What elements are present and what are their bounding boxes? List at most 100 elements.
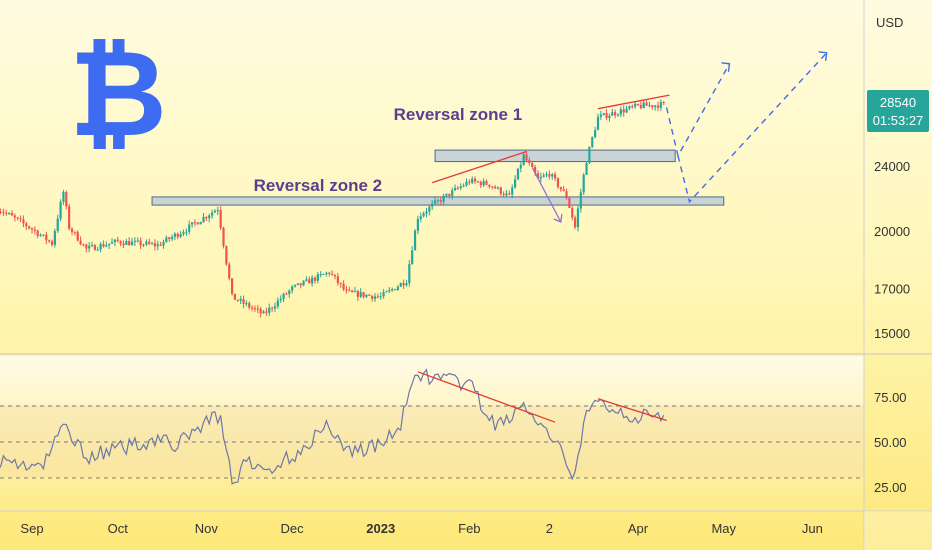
reversal-zone-1[interactable] bbox=[434, 149, 676, 163]
rsi-line bbox=[0, 368, 665, 485]
candle-body bbox=[173, 233, 177, 237]
candle-body bbox=[396, 286, 399, 291]
candle-body bbox=[245, 303, 248, 305]
candle-body bbox=[128, 241, 131, 246]
price-tick-label: 17000 bbox=[874, 282, 910, 297]
candle-body bbox=[216, 210, 219, 212]
candle-body bbox=[165, 237, 168, 242]
time-tick-label: Apr bbox=[628, 521, 649, 536]
rsi-axis[interactable]: 75.00 50.00 25.00 bbox=[874, 390, 907, 495]
bitcoin-logo-icon: ₿ bbox=[69, 25, 167, 164]
candle-body bbox=[156, 244, 159, 247]
candle-body bbox=[616, 114, 620, 116]
candle-body bbox=[542, 175, 545, 177]
rsi-line-layer bbox=[0, 368, 665, 485]
candle-body bbox=[99, 244, 102, 250]
candle-body bbox=[76, 231, 79, 241]
candle-body bbox=[482, 180, 485, 186]
rsi-trendline-2[interactable] bbox=[597, 398, 667, 422]
candle-body bbox=[299, 283, 302, 286]
candle-body bbox=[485, 180, 488, 185]
candle-body bbox=[302, 280, 305, 286]
price-tick-label: 20000 bbox=[874, 224, 910, 239]
decline-arrow-head bbox=[553, 213, 563, 223]
candle-body bbox=[439, 200, 442, 202]
time-tick-label: 2 bbox=[546, 521, 553, 536]
candle-body bbox=[528, 160, 531, 164]
candle-body bbox=[133, 240, 137, 242]
candle-body bbox=[208, 215, 211, 219]
candle-body bbox=[651, 105, 654, 108]
candle-body bbox=[170, 236, 174, 240]
candle-body bbox=[73, 231, 76, 233]
candle-body bbox=[322, 274, 325, 276]
candle-body bbox=[399, 283, 402, 287]
trendline-feb[interactable] bbox=[431, 150, 527, 184]
candle-body bbox=[353, 290, 357, 293]
candle-body bbox=[522, 154, 525, 165]
candle-body bbox=[253, 308, 257, 310]
candle-body bbox=[193, 222, 197, 224]
candle-body bbox=[136, 240, 139, 242]
candle-body bbox=[648, 105, 651, 107]
candle-body bbox=[110, 242, 114, 244]
candle-body bbox=[591, 137, 594, 147]
candle-body bbox=[499, 187, 502, 194]
candle-body bbox=[453, 187, 457, 191]
candle-body bbox=[82, 244, 85, 246]
candle-body bbox=[291, 286, 294, 291]
rsi-reference-lines bbox=[0, 405, 864, 479]
decline-arrow bbox=[531, 167, 562, 223]
candle-body bbox=[8, 213, 11, 215]
candle-body bbox=[611, 112, 614, 116]
candle-body bbox=[342, 283, 345, 290]
candle-body bbox=[213, 210, 217, 213]
candle-body bbox=[282, 293, 285, 300]
candle-body bbox=[142, 244, 145, 246]
candle-body bbox=[496, 187, 500, 189]
corner-box bbox=[864, 511, 932, 550]
candle-body bbox=[425, 211, 428, 214]
price-axis[interactable]: USD 24000 20000 17000 15000 bbox=[874, 15, 910, 341]
candle-body bbox=[456, 187, 460, 189]
time-axis[interactable]: Sep Oct Nov Dec 2023 Feb 2 Apr May Jun bbox=[20, 521, 822, 536]
trendlines-layer bbox=[431, 94, 670, 223]
projection-path-2[interactable] bbox=[677, 52, 828, 204]
candle-body bbox=[285, 293, 288, 295]
candle-body bbox=[65, 192, 68, 207]
candle-body bbox=[433, 200, 437, 204]
candle-body bbox=[271, 307, 274, 309]
candle-body bbox=[148, 241, 151, 244]
candle-body bbox=[476, 181, 480, 183]
candle-body bbox=[316, 274, 319, 281]
candle-body bbox=[619, 109, 622, 115]
candle-body bbox=[596, 116, 600, 131]
candle-body bbox=[548, 174, 551, 177]
candle-body bbox=[210, 212, 214, 216]
candle-body bbox=[422, 213, 425, 217]
time-tick-label: Jun bbox=[802, 521, 823, 536]
candle-body bbox=[519, 164, 522, 169]
candle-body bbox=[273, 306, 277, 309]
candle-body bbox=[636, 103, 640, 106]
candle-body bbox=[531, 163, 534, 167]
candle-body bbox=[79, 240, 82, 245]
projection-arrow-head-1 bbox=[721, 62, 731, 72]
candle-body bbox=[182, 232, 185, 235]
candle-body bbox=[393, 289, 397, 291]
candle-body bbox=[288, 290, 291, 295]
candle-body bbox=[645, 102, 648, 106]
candle-body bbox=[205, 216, 208, 219]
projection-arrow-head-2 bbox=[818, 51, 828, 61]
candle-body bbox=[48, 240, 51, 242]
candle-body bbox=[642, 102, 645, 109]
candle-body bbox=[551, 174, 554, 177]
candle-body bbox=[199, 222, 202, 225]
candle-body bbox=[556, 178, 560, 187]
candle-body bbox=[539, 176, 542, 179]
trendline-apr[interactable] bbox=[597, 94, 670, 110]
candle-body bbox=[313, 277, 317, 281]
candle-body bbox=[10, 213, 14, 216]
rsi-trendline-1[interactable] bbox=[417, 371, 556, 423]
